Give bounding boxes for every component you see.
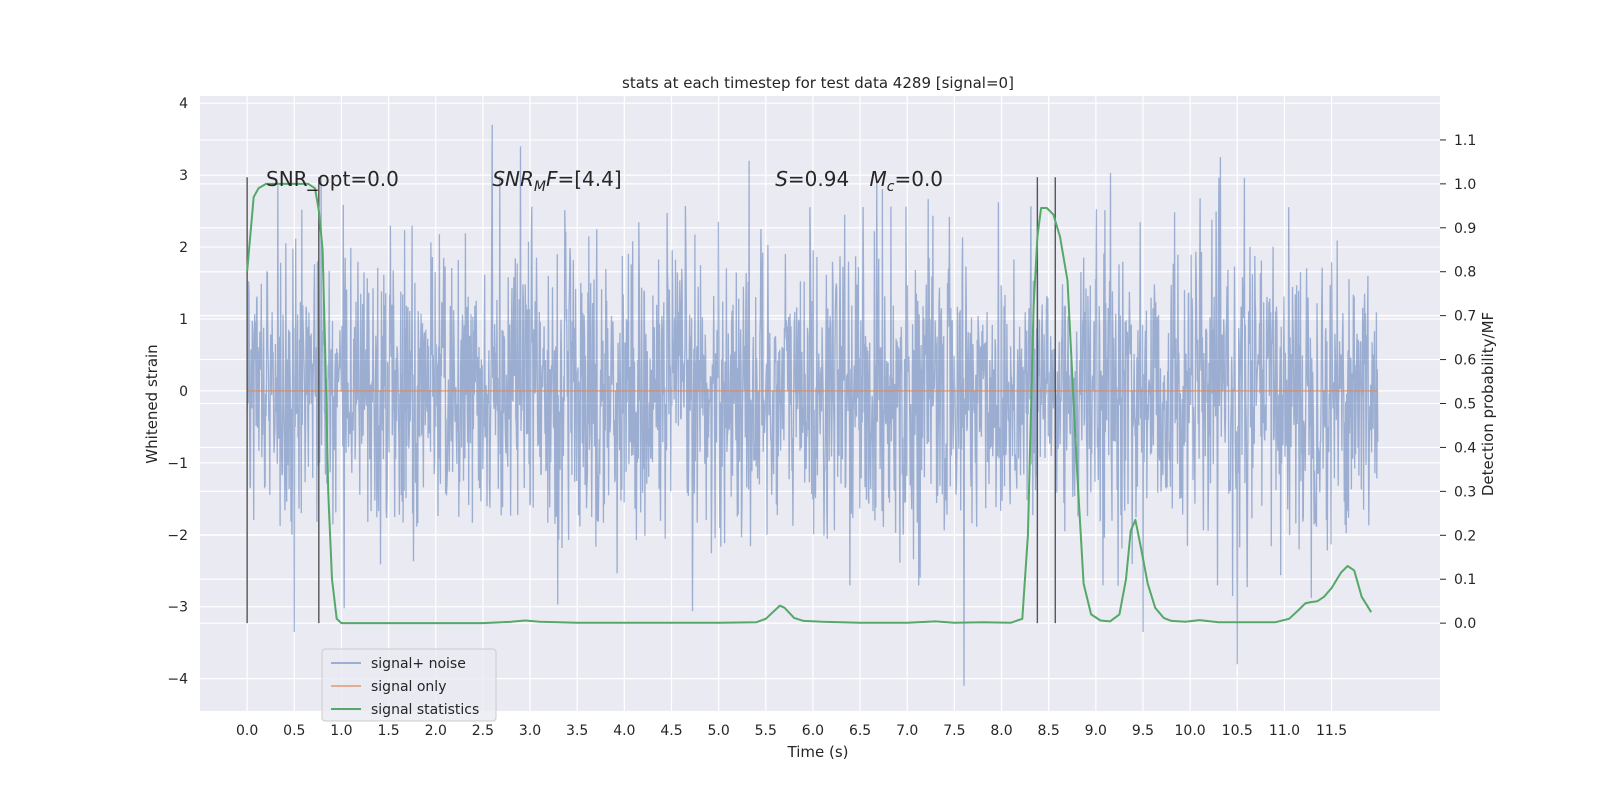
x-tick-label: 3.5 bbox=[566, 723, 588, 739]
x-axis-label: Time (s) bbox=[787, 743, 849, 761]
x-tick-label: 5.0 bbox=[707, 723, 729, 739]
annotation-2: S=0.94 bbox=[775, 167, 849, 191]
legend-label-signal-statistics: signal statistics bbox=[371, 702, 479, 718]
chart-title: stats at each timestep for test data 428… bbox=[622, 74, 1014, 92]
x-tick-label: 0.5 bbox=[283, 723, 305, 739]
x-tick-label: 11.0 bbox=[1269, 723, 1300, 739]
x-tick-label: 10.0 bbox=[1175, 723, 1206, 739]
y-axis-right-label: Detection probability/MF bbox=[1479, 312, 1497, 496]
annotation-3-tail: =0.0 bbox=[894, 167, 943, 191]
annotation-3-sub: c bbox=[887, 179, 895, 195]
annotation-2-main: S bbox=[775, 167, 788, 191]
annotation-3: Mc=0.0 bbox=[870, 167, 944, 195]
y-right-tick-label: 0.8 bbox=[1454, 265, 1476, 281]
y-right-tick-label: 0.2 bbox=[1454, 528, 1476, 544]
y-right-tick-label: 0.5 bbox=[1454, 397, 1476, 413]
x-tick-label: 1.5 bbox=[377, 723, 399, 739]
y-right-tick-label: 0.7 bbox=[1454, 309, 1476, 325]
x-tick-label: 6.5 bbox=[849, 723, 871, 739]
y-left-tick-label: −1 bbox=[167, 456, 188, 472]
annotation-1-tail: F=[4.4] bbox=[546, 167, 622, 191]
y-left-tick-label: −2 bbox=[167, 528, 188, 544]
x-tick-label: 0.0 bbox=[236, 723, 258, 739]
legend-box bbox=[321, 648, 497, 722]
y-right-tick-label: 1.1 bbox=[1454, 133, 1476, 149]
x-axis-ticks: 0.0 0.5 1.0 1.5 2.0 2.5 3.0 3.5 4.0 4.5 5.0 5.5 6.0 6… bbox=[236, 723, 1347, 739]
y-axis-right-ticks: 0.0 0.1 0.2 0.3 0.4 0.5 0.6 0.7 0.8 0.9 1.0 1.1 bbox=[1440, 133, 1476, 632]
x-tick-label: 11.5 bbox=[1316, 723, 1347, 739]
annotation-0: SNR_opt=0.0 bbox=[266, 167, 399, 191]
x-tick-label: 7.0 bbox=[896, 723, 918, 739]
x-tick-label: 8.0 bbox=[990, 723, 1012, 739]
vertical-markers bbox=[246, 177, 1056, 624]
x-tick-label: 7.5 bbox=[943, 723, 965, 739]
annotation-1: SNRMF=[4.4] bbox=[492, 167, 621, 195]
y-right-tick-label: 1.0 bbox=[1454, 177, 1476, 193]
annotation-1-main: SNR bbox=[492, 167, 534, 191]
y-left-tick-label: 3 bbox=[179, 168, 188, 184]
y-axis-left-label: Whitened strain bbox=[143, 344, 161, 463]
y-left-tick-label: −3 bbox=[167, 600, 188, 616]
y-left-tick-label: 1 bbox=[179, 312, 188, 328]
legend-label-signal-plus-noise: signal+ noise bbox=[371, 656, 466, 672]
x-tick-label: 2.5 bbox=[472, 723, 494, 739]
line-signal-plus-noise bbox=[246, 124, 1379, 686]
annotations: SNR_opt=0.0 SNRMF=[4.4] S=0.94 Mc=0.0 bbox=[266, 167, 943, 195]
x-tick-label: 5.5 bbox=[755, 723, 777, 739]
y-right-tick-label: 0.0 bbox=[1454, 616, 1476, 632]
x-tick-label: 10.5 bbox=[1222, 723, 1253, 739]
x-tick-label: 9.0 bbox=[1085, 723, 1107, 739]
x-tick-label: 6.0 bbox=[802, 723, 824, 739]
y-right-tick-label: 0.6 bbox=[1454, 353, 1476, 369]
annotation-3-main: M bbox=[870, 167, 887, 191]
y-right-tick-label: 0.4 bbox=[1454, 440, 1476, 456]
annotation-0-main: SNR_opt=0.0 bbox=[266, 167, 399, 191]
series-signal-plus-noise bbox=[246, 124, 1379, 686]
series-signal-statistics bbox=[246, 182, 1373, 625]
legend: signal+ noise signal only signal statist… bbox=[321, 648, 497, 722]
x-tick-label: 8.5 bbox=[1038, 723, 1060, 739]
x-tick-label: 4.0 bbox=[613, 723, 635, 739]
y-left-tick-label: −4 bbox=[167, 672, 188, 688]
y-axis-left-ticks: −4 −3 −2 −1 0 1 2 3 4 bbox=[167, 96, 188, 687]
line-signal-statistics bbox=[246, 182, 1373, 625]
x-tick-label: 4.5 bbox=[660, 723, 682, 739]
y-left-tick-label: 0 bbox=[179, 384, 188, 400]
x-tick-label: 2.0 bbox=[425, 723, 447, 739]
annotation-1-sub: M bbox=[534, 179, 546, 195]
y-right-tick-label: 0.1 bbox=[1454, 572, 1476, 588]
y-left-tick-label: 2 bbox=[179, 240, 188, 256]
legend-label-signal-only: signal only bbox=[371, 679, 446, 695]
x-tick-label: 1.0 bbox=[330, 723, 352, 739]
y-right-tick-label: 0.9 bbox=[1454, 221, 1476, 237]
annotation-2-tail: =0.94 bbox=[788, 167, 849, 191]
x-tick-label: 9.5 bbox=[1132, 723, 1154, 739]
y-right-tick-label: 0.3 bbox=[1454, 484, 1476, 500]
x-tick-label: 3.0 bbox=[519, 723, 541, 739]
y-left-tick-label: 4 bbox=[179, 96, 188, 112]
